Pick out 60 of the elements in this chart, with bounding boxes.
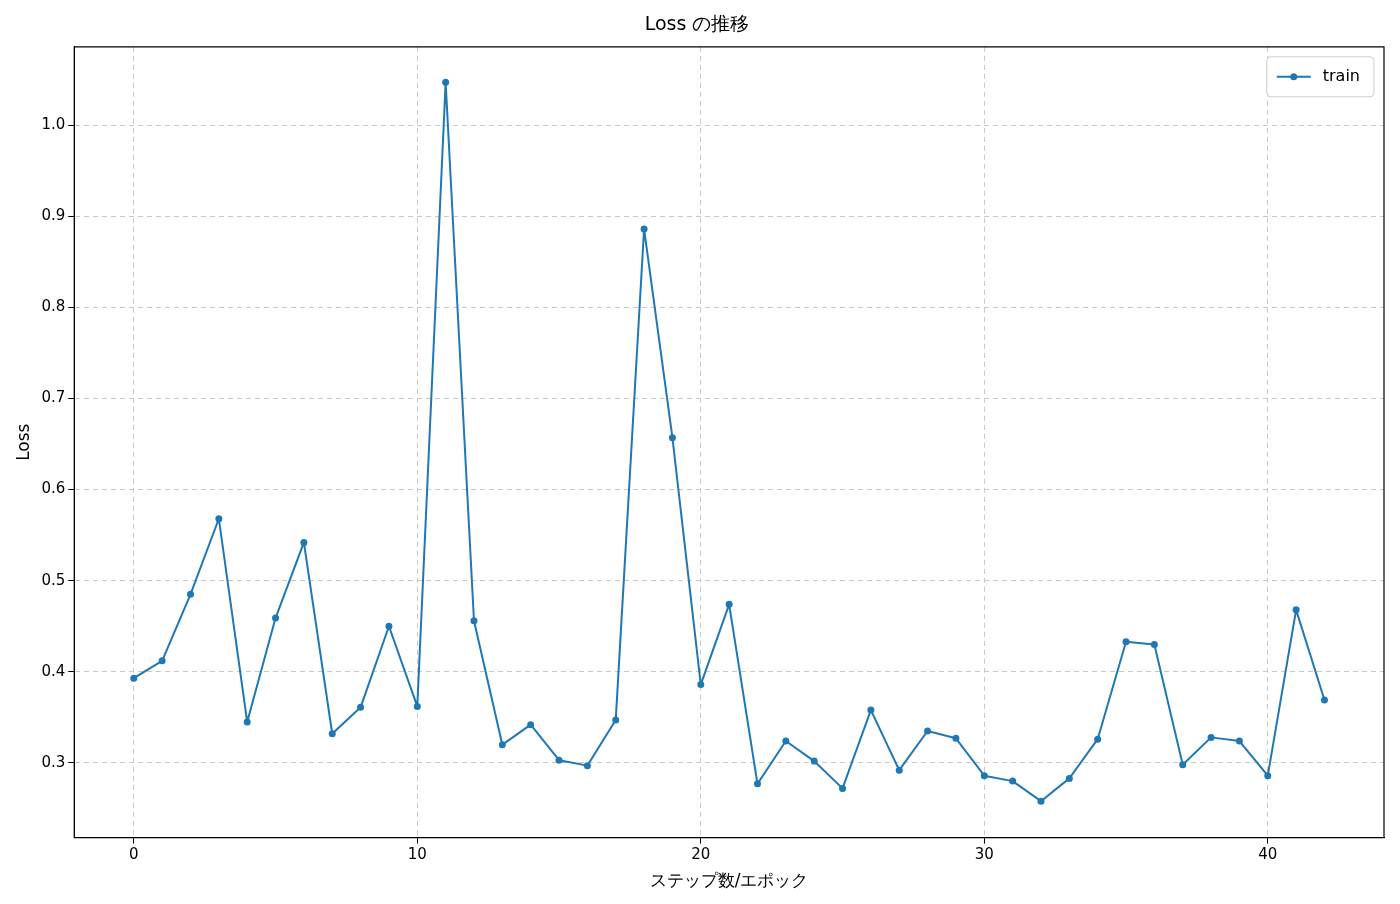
x-tick-label: 10 [407,845,427,864]
y-tick-label: 0.6 [41,479,66,498]
chart-title: Loss の推移 [644,12,750,35]
y-tick-label: 0.8 [41,297,66,316]
y-tick-label: 0.7 [41,388,66,407]
point [385,622,393,630]
point [1150,640,1158,648]
y-axis-title: Loss [12,423,33,461]
point [272,614,280,622]
y-tick-label: 0.5 [41,570,66,589]
point [300,538,308,546]
point [1065,774,1073,782]
point [839,784,847,792]
point [555,756,563,764]
x-tick-label: 30 [974,845,994,864]
x-tick-label: 40 [1258,845,1278,864]
point [1009,777,1017,785]
point [1037,797,1045,805]
y-tick-label: 0.4 [41,661,66,680]
point [1235,737,1243,745]
point [697,681,705,689]
point [810,757,818,765]
point [470,617,478,625]
point [1094,735,1102,743]
point [1179,761,1187,769]
point [243,718,251,726]
point [186,590,194,598]
point [1122,638,1130,646]
point [725,600,733,608]
point [980,772,988,780]
point [357,703,365,711]
point [782,737,790,745]
point [640,225,648,233]
y-tick-label: 1.0 [41,115,66,134]
point [952,734,960,742]
point [413,702,421,710]
legend-label: train [1322,65,1361,85]
y-tick-label: 0.9 [41,206,66,225]
point [442,78,450,86]
point [924,727,932,735]
point [1320,696,1328,704]
point [215,515,223,523]
point [867,706,875,714]
x-tick-label: 0 [129,845,139,864]
point [130,674,138,682]
point [1292,606,1300,614]
point [1264,772,1272,780]
point [668,434,676,442]
y-tick-label: 0.3 [41,752,66,771]
point [1207,733,1215,741]
point [895,766,903,774]
point [328,730,336,738]
point [498,741,506,749]
point [753,780,761,788]
point [583,762,591,770]
point [527,721,535,729]
x-tick-label: 20 [691,845,711,864]
point [612,716,620,724]
x-axis-title: ステップ数/エポック [649,870,809,891]
point [158,657,166,665]
